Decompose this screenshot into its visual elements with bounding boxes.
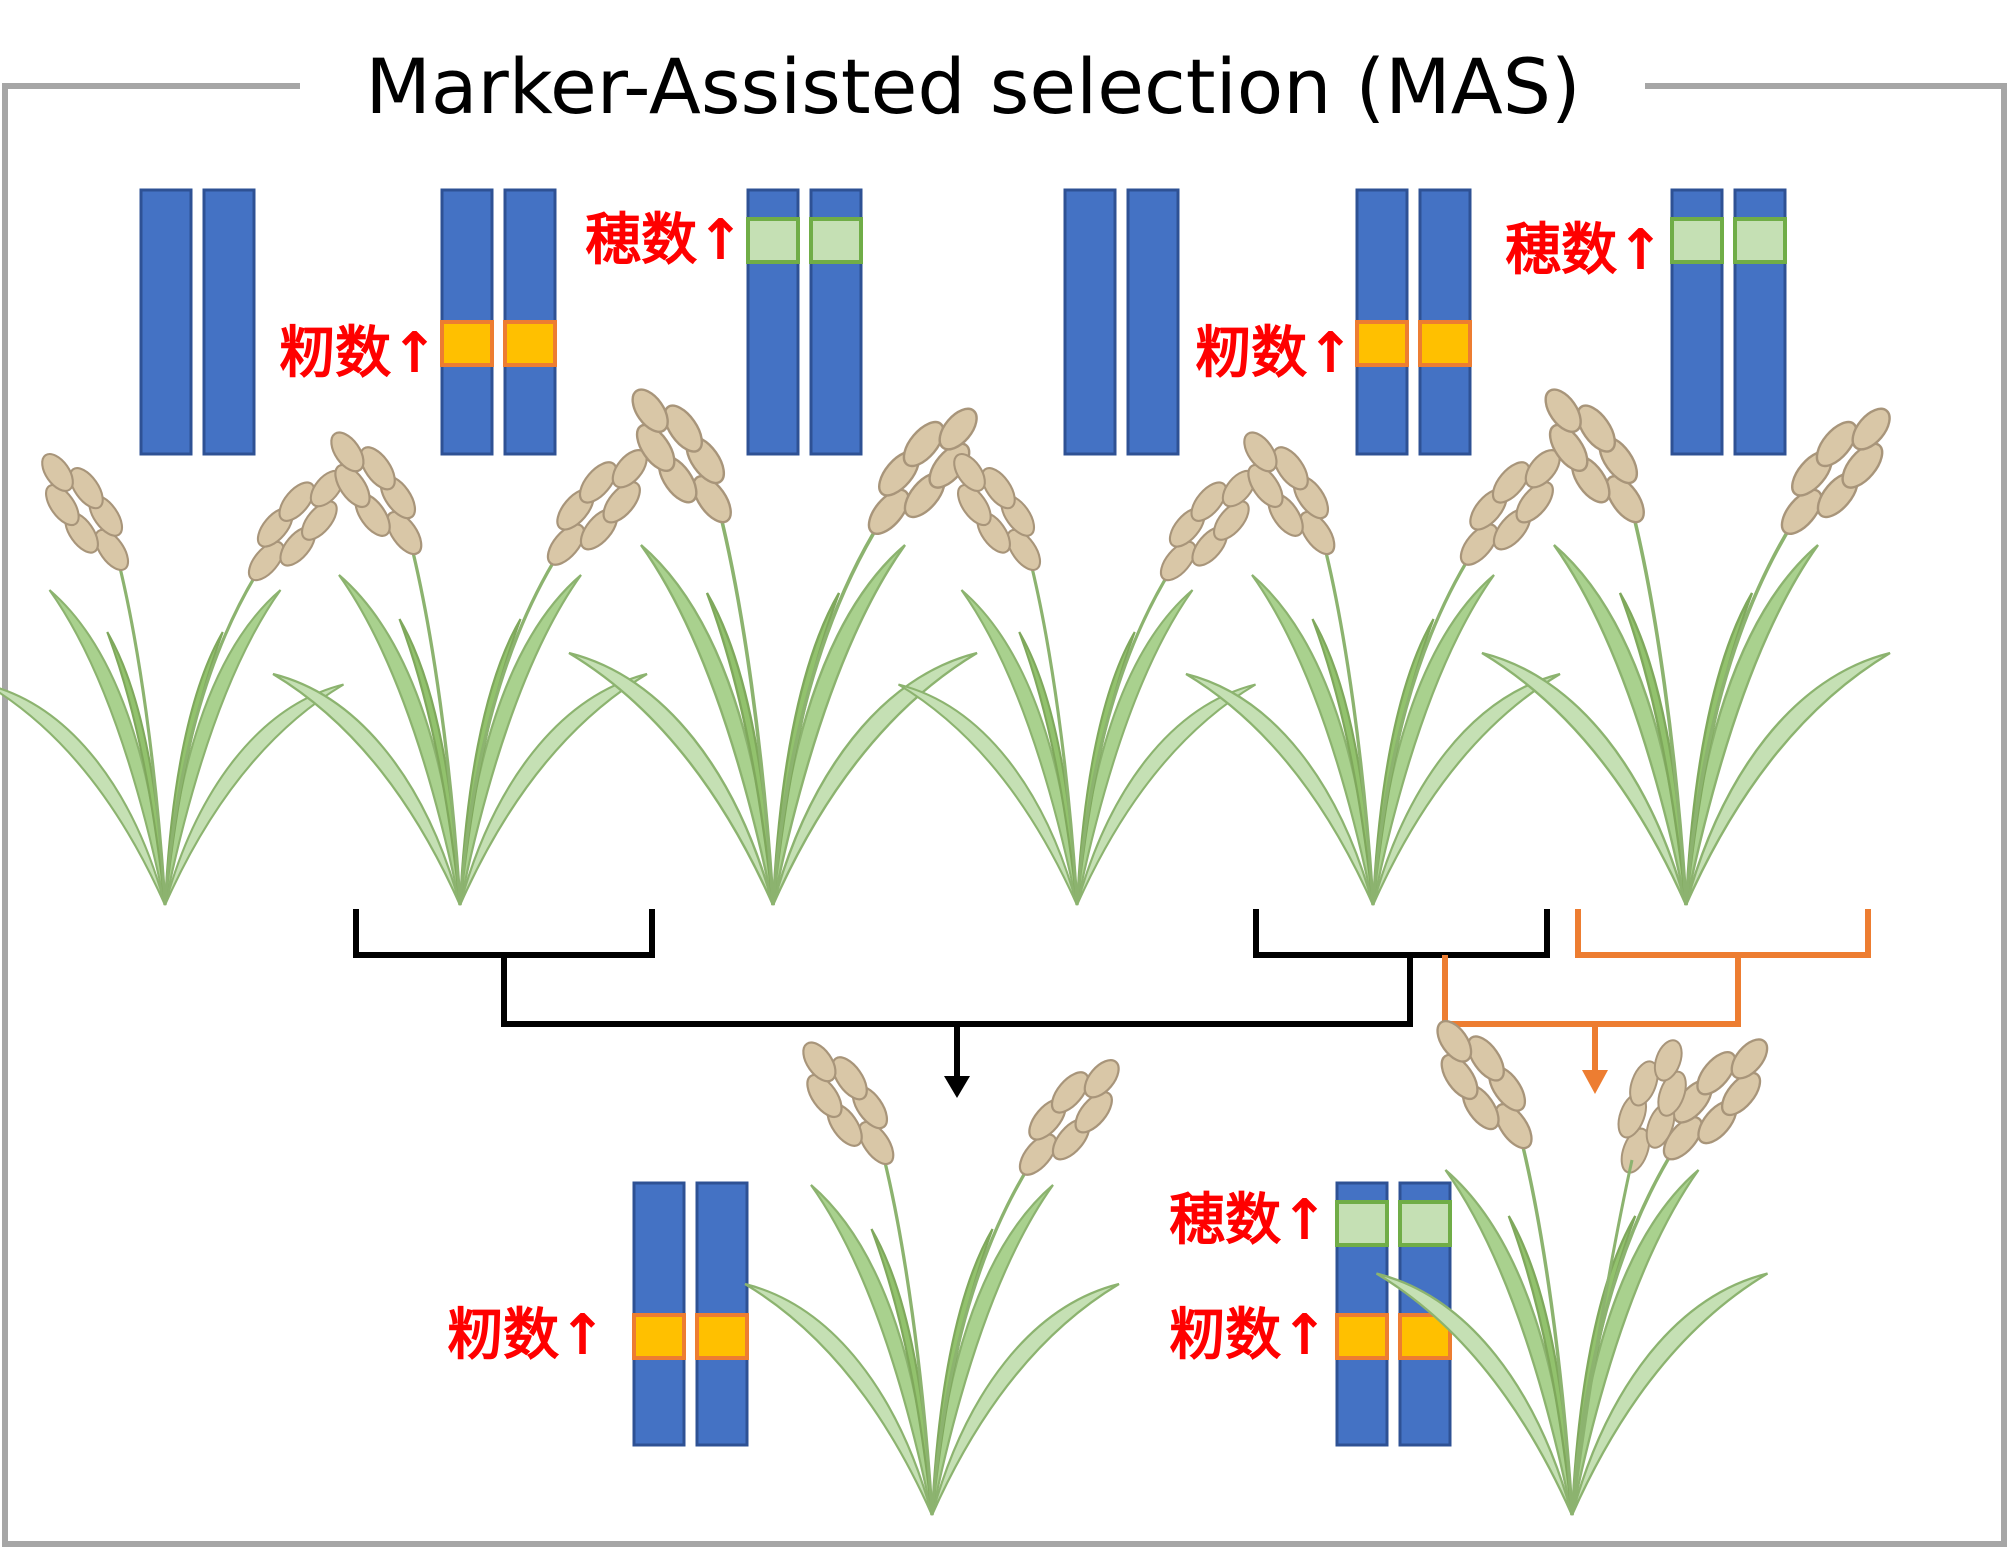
panicle-marker [746,217,800,264]
panicle-marker [1733,217,1787,264]
trait-label-panicle-number: 穂数↑ [1505,218,1664,283]
grain-marker [440,320,494,367]
parent-1-chromosomes [139,188,256,456]
parent-3-chromosomes [746,188,863,456]
trait-label-panicle-number: 穂数↑ [585,208,744,273]
arrow-down-icon [1582,1070,1608,1094]
offspring-1-chromosomes [632,1181,749,1447]
grain-marker [632,1313,686,1360]
frame-border [2,83,2007,1547]
trait-label-grain-number: 籾数↑ [279,321,438,386]
diagram-title: Marker-Assisted selection (MAS) [365,42,1580,131]
grain-marker [1355,320,1409,367]
trait-label-grain-number: 籾数↑ [1169,1303,1328,1368]
parent-4-chromosomes [1063,188,1180,456]
rice-plant-icon [1374,1004,1788,1517]
parent-2-chromosomes [440,188,557,456]
cross-bracket-orange [1442,909,1871,1072]
rice-plant-icon [896,438,1275,907]
parent-5-chromosomes [1355,188,1472,456]
grain-marker [503,320,557,367]
trait-label-grain-number: 籾数↑ [1195,321,1354,386]
panicle-marker [1335,1200,1389,1247]
parent-6-chromosomes [1670,188,1787,456]
panicle-marker [1670,217,1724,264]
offspring-2-chromosomes [1335,1181,1452,1447]
rice-plant-icon [0,438,363,907]
trait-label-grain-number: 籾数↑ [447,1303,606,1368]
grain-marker [1335,1313,1389,1360]
panicle-marker [1398,1200,1452,1247]
cross-bracket-black [353,909,1550,1078]
trait-label-panicle-number: 穂数↑ [1169,1188,1328,1253]
panicle-marker [809,217,863,264]
grain-marker [1418,320,1472,367]
grain-marker [695,1313,749,1360]
rice-plant-icon [743,1026,1139,1517]
arrow-down-icon [944,1076,970,1098]
